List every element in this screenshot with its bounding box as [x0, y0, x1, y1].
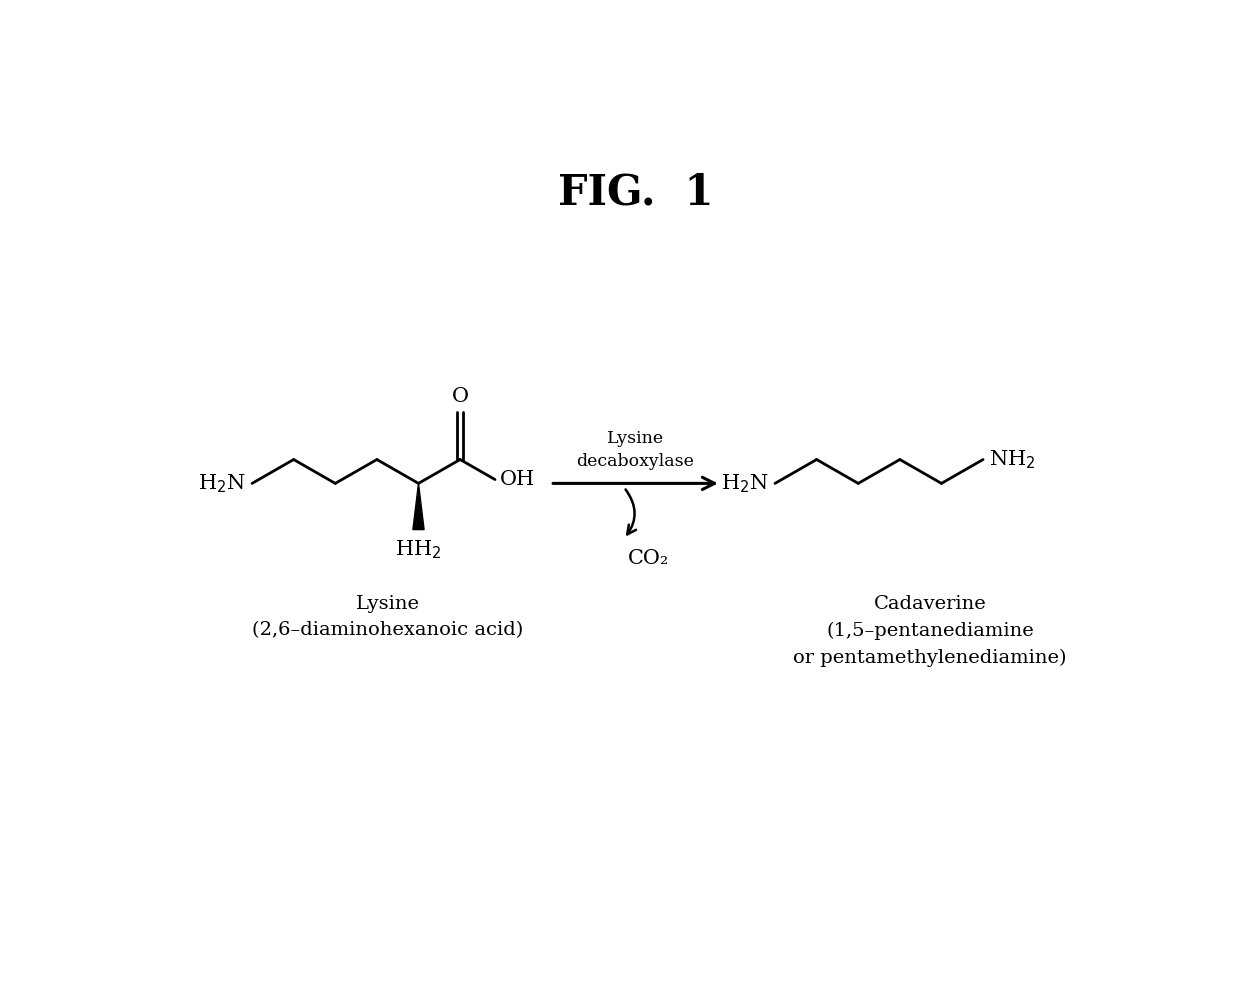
Text: Lysine
decaboxylase: Lysine decaboxylase	[577, 431, 694, 470]
Text: O: O	[451, 387, 469, 406]
Text: Lysine
(2,6–diaminohexanoic acid): Lysine (2,6–diaminohexanoic acid)	[252, 595, 523, 640]
Text: Cadaverine
(1,5–pentanediamine
or pentamethylenediamine): Cadaverine (1,5–pentanediamine or pentam…	[794, 595, 1066, 667]
Text: FIG.  1: FIG. 1	[558, 171, 713, 213]
Text: HH$_2$: HH$_2$	[396, 539, 441, 561]
Text: H$_2$N: H$_2$N	[722, 472, 769, 495]
Text: NH$_2$: NH$_2$	[990, 449, 1035, 471]
Polygon shape	[413, 484, 424, 529]
Text: H$_2$N: H$_2$N	[198, 472, 246, 495]
Text: OH: OH	[500, 470, 534, 489]
Text: CO₂: CO₂	[627, 549, 670, 567]
